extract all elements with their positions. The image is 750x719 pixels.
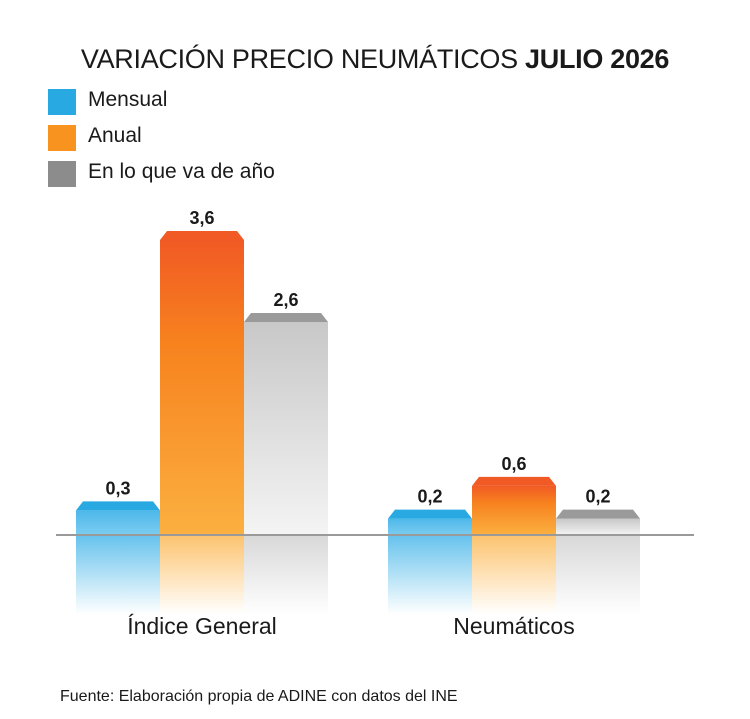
title-main: VARIACIÓN PRECIO NEUMÁTICOS bbox=[80, 44, 518, 74]
data-label: 0,6 bbox=[501, 454, 526, 474]
bar-cap bbox=[472, 476, 556, 486]
bar-cap bbox=[76, 501, 160, 511]
data-label: 2,6 bbox=[273, 290, 298, 310]
bar-reflection bbox=[244, 536, 328, 614]
bar-anual--ndice-general bbox=[160, 240, 244, 535]
bar-cap bbox=[556, 509, 640, 519]
data-label: 0,2 bbox=[417, 487, 442, 507]
category-label: Neumáticos bbox=[453, 613, 574, 639]
bar-cap bbox=[160, 231, 244, 240]
bar-reflection bbox=[76, 536, 160, 614]
legend-label-anual: Anual bbox=[88, 124, 142, 147]
bar-reflection bbox=[472, 536, 556, 614]
bar-cap bbox=[388, 509, 472, 519]
bar-reflection bbox=[388, 536, 472, 614]
bar-cap bbox=[244, 312, 328, 322]
source-note: Fuente: Elaboración propia de ADINE con … bbox=[60, 688, 458, 705]
legend-label-ytd: En lo que va de año bbox=[88, 160, 275, 183]
bar-mensual--ndice-general bbox=[76, 510, 160, 535]
title-period: JULIO 2026 bbox=[525, 44, 670, 74]
data-label: 0,2 bbox=[585, 487, 610, 507]
chart-title: VARIACIÓN PRECIO NEUMÁTICOS JULIO 2026 bbox=[0, 44, 750, 75]
data-label: 0,3 bbox=[105, 478, 130, 498]
bar-anual-neum-ticos bbox=[472, 485, 556, 535]
legend-label-mensual: Mensual bbox=[88, 88, 168, 111]
legend-swatch-ytd bbox=[48, 161, 76, 187]
bar-en-lo-que-va-de-a-o-neum-ticos bbox=[556, 518, 640, 535]
bar-en-lo-que-va-de-a-o--ndice-general bbox=[244, 321, 328, 535]
category-label: Índice General bbox=[127, 613, 277, 639]
bar-mensual-neum-ticos bbox=[388, 518, 472, 535]
bar-reflection bbox=[160, 536, 244, 614]
bar-reflection bbox=[556, 536, 640, 614]
legend-swatch-anual bbox=[48, 125, 76, 151]
legend-swatch-mensual bbox=[48, 89, 76, 115]
data-label: 3,6 bbox=[189, 208, 214, 228]
